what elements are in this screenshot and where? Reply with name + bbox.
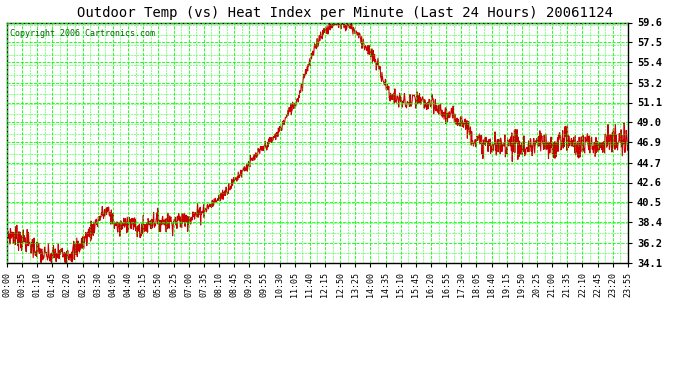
Text: Outdoor Temp (vs) Heat Index per Minute (Last 24 Hours) 20061124: Outdoor Temp (vs) Heat Index per Minute … (77, 6, 613, 20)
Text: Copyright 2006 Cartronics.com: Copyright 2006 Cartronics.com (10, 28, 155, 38)
